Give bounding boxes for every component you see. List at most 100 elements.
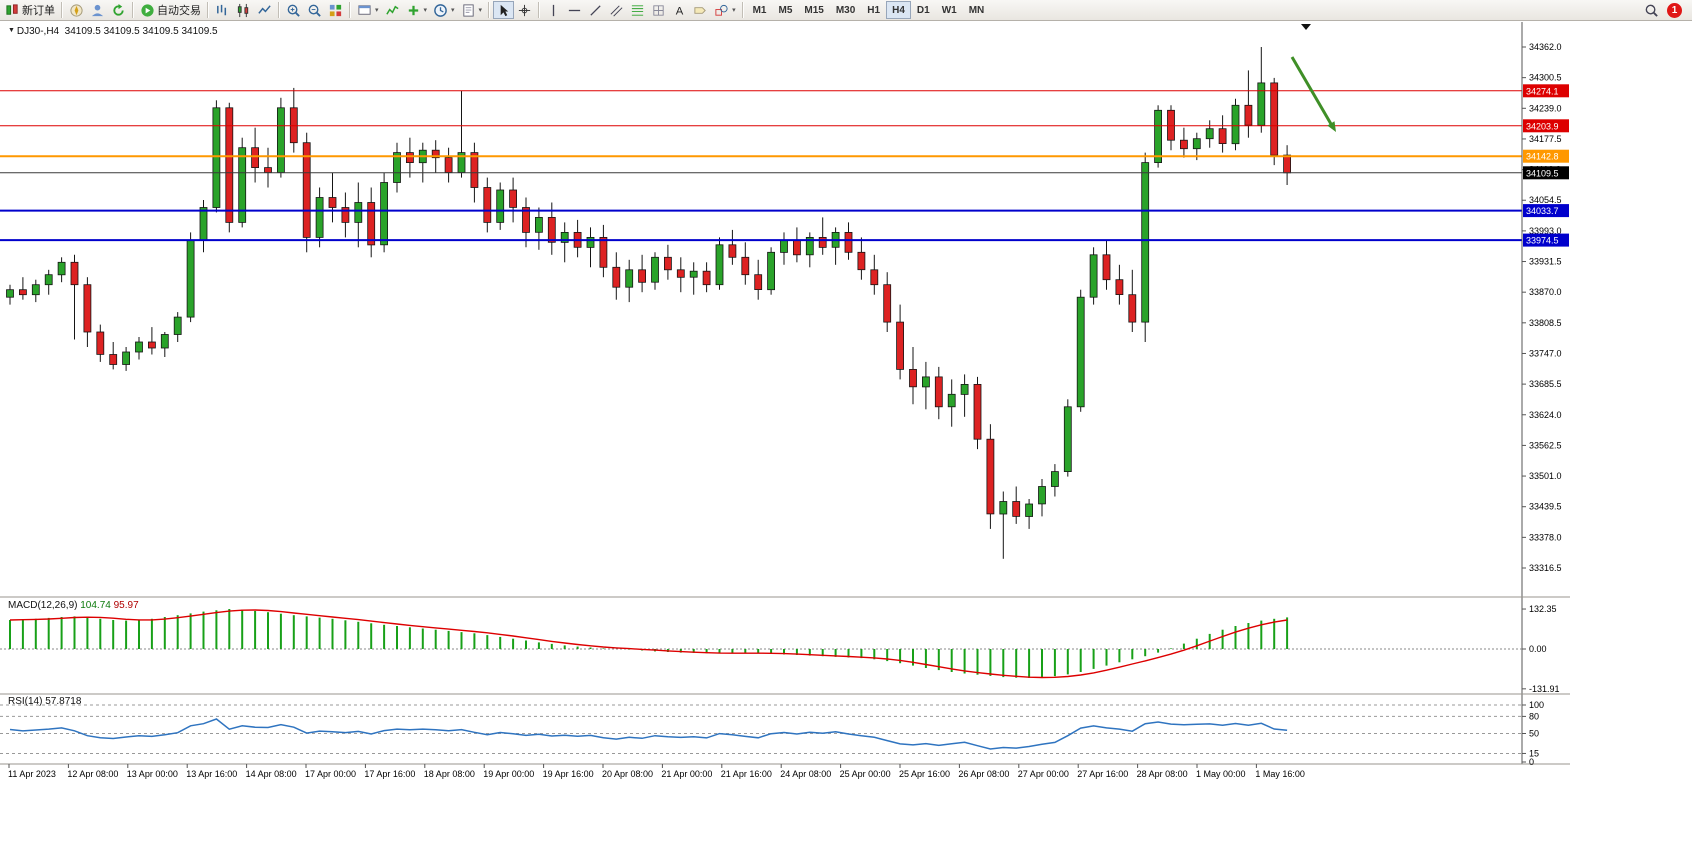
candle [367,202,376,246]
bar-chart-button[interactable] [212,1,233,19]
price-axis-label: 34300.5 [1529,73,1562,83]
candle [276,107,285,174]
candle [780,239,788,253]
candle [328,197,337,208]
candle [1141,162,1150,323]
time-axis-label: 21 Apr 16:00 [721,769,772,779]
timeframe-m15-button[interactable]: M15 [798,1,829,19]
time-axis-label: 27 Apr 00:00 [1018,769,1069,779]
line-chart-button[interactable] [254,1,275,19]
timeframe-d1-button[interactable]: D1 [911,1,936,19]
zoom-out-button[interactable] [304,1,325,19]
candle [1180,139,1188,150]
new-order-button[interactable]: 新订单 [2,1,58,19]
price-tag [1523,119,1569,133]
horizontal-line-button[interactable] [564,1,585,19]
candle [1128,294,1137,323]
candle [496,189,505,223]
candle [122,351,130,365]
collapse-triangle-icon[interactable]: ▼ [8,27,17,34]
timeframe-w1-button[interactable]: W1 [936,1,963,19]
timeframe-m30-button[interactable]: M30 [830,1,861,19]
add-indicator-button[interactable]: ▾ [403,1,431,19]
chart-shift-marker-icon[interactable] [1301,24,1311,30]
notification-badge[interactable]: 1 [1667,2,1682,18]
cursor-button[interactable] [493,1,515,19]
vertical-line-button[interactable] [543,1,564,19]
toolbar: 新订单 自动交易 ▾ ▾ ▾ ▾ A ▾ M1 M5 M15 M30 H1 H4 D1 W1 MN 1 [0,0,1692,21]
tile-windows-button[interactable] [325,1,346,19]
indicators-button[interactable] [382,1,403,19]
user-icon [91,4,104,16]
candle [173,316,182,335]
marketwatch-button[interactable] [66,1,87,19]
zoom-in-button[interactable] [283,1,304,19]
timeframe-h4-button[interactable]: H4 [886,1,911,19]
candle [702,270,711,286]
price-axis-label: 34054.5 [1529,195,1562,205]
candle [199,207,208,241]
toolbar-separator [61,2,63,18]
rsi-value: 57.8718 [45,696,82,707]
timeframe-m5-button[interactable]: M5 [772,1,798,19]
trend-arrow-head[interactable] [1327,121,1336,132]
candle [728,244,737,258]
trendline-button[interactable] [585,1,606,19]
price-tag-label: 34203.9 [1526,121,1559,131]
chart-title: DJ30-,H4 34109.5 34109.5 34109.5 34109.5 [16,26,218,37]
candle [805,236,814,256]
time-axis-label: 25 Apr 00:00 [840,769,891,779]
auto-trading-button[interactable]: 自动交易 [137,1,204,19]
candle [238,147,247,223]
candle [302,142,311,238]
candle [960,383,969,395]
candle [31,284,40,296]
time-axis-label: 11 Apr 2023 [8,769,56,779]
price-axis-label: 34239.0 [1529,103,1562,113]
time-axis-label: 28 Apr 08:00 [1137,769,1188,779]
shapes-button[interactable]: ▾ [711,1,739,19]
candle [857,251,866,271]
time-axis-label: 19 Apr 00:00 [483,769,534,779]
timeframe-mn-button[interactable]: MN [963,1,991,19]
toolbar-buttons: 新订单 自动交易 ▾ ▾ ▾ ▾ A ▾ M1 M5 M15 M30 H1 H4 D1 W1 MN [2,0,990,20]
time-axis-label: 17 Apr 16:00 [364,769,415,779]
candlestick-button[interactable] [233,1,254,19]
price-axis-label: 33808.5 [1529,318,1562,328]
arrange-charts-button[interactable]: ▾ [354,1,382,19]
data-window-button[interactable] [87,1,108,19]
candle [1102,254,1111,281]
price-tag-label: 34109.5 [1526,168,1559,178]
templates-button[interactable]: ▾ [458,1,486,19]
crosshair-button[interactable] [514,1,535,19]
text-button[interactable]: A [669,1,690,19]
candle [444,157,453,173]
candle [1154,109,1162,164]
compass-icon [70,3,83,17]
channel-button[interactable] [606,1,627,19]
grid-button[interactable] [648,1,669,19]
search-button[interactable] [1641,1,1662,19]
label-button[interactable] [690,1,711,19]
cursor-icon [500,4,509,16]
candle [522,207,530,233]
zoom-out-icon [308,4,321,17]
candle [83,284,92,333]
candle [651,256,659,283]
candle [986,438,995,515]
refresh-button[interactable] [108,1,129,19]
price-tag-label: 34142.8 [1526,152,1559,162]
timeframe-m1-button[interactable]: M1 [747,1,773,19]
price-axis-label: 33501.0 [1529,471,1562,481]
trend-arrow[interactable] [1290,56,1333,125]
rsi-indicator-label: RSI(14) 57.8718 [8,696,81,707]
new-order-button-label: 新订单 [22,5,55,17]
fibonacci-button[interactable] [627,1,648,19]
periods-button[interactable]: ▾ [430,1,458,19]
candle [509,189,518,208]
time-axis-label: 13 Apr 00:00 [127,769,178,779]
plus-icon [408,5,418,15]
timeframe-h1-button[interactable]: H1 [861,1,886,19]
